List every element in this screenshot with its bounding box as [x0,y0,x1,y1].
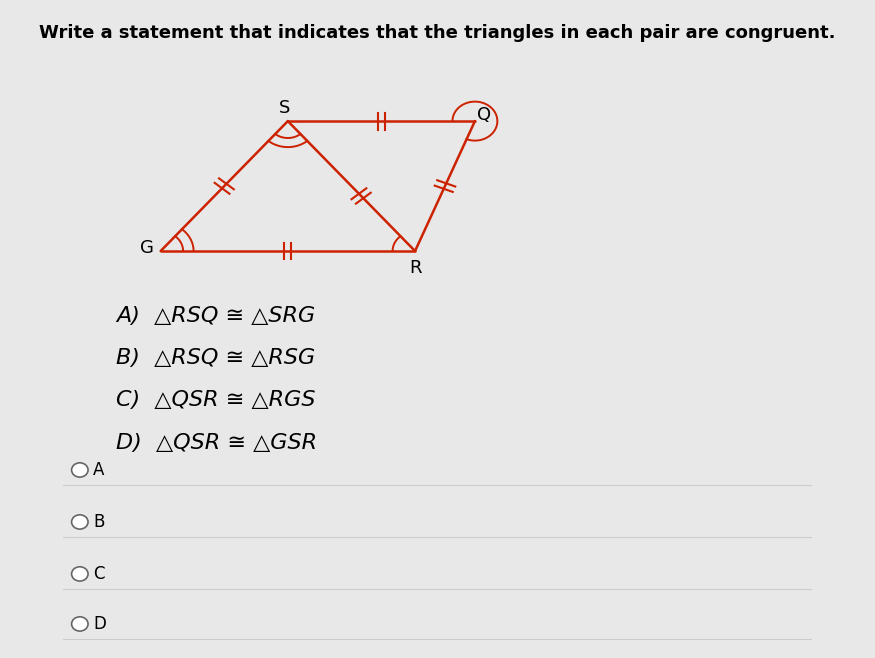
Text: B)  △RSQ ≅ △RSG: B) △RSQ ≅ △RSG [116,348,315,368]
Text: C)  △QSR ≅ △RGS: C) △QSR ≅ △RGS [116,390,315,411]
Text: D: D [94,615,106,633]
Circle shape [72,617,88,631]
Text: Write a statement that indicates that the triangles in each pair are congruent.: Write a statement that indicates that th… [39,24,836,41]
Circle shape [72,463,88,477]
Text: R: R [409,259,421,277]
Text: D)  △QSR ≅ △GSR: D) △QSR ≅ △GSR [116,433,317,453]
Text: C: C [94,565,105,583]
Text: S: S [279,99,290,117]
Text: B: B [94,513,105,531]
Text: A: A [94,461,105,479]
Text: A)  △RSQ ≅ △SRG: A) △RSQ ≅ △SRG [116,306,315,326]
Circle shape [72,515,88,529]
Circle shape [72,567,88,581]
Text: G: G [140,240,154,257]
Text: Q: Q [477,106,491,124]
